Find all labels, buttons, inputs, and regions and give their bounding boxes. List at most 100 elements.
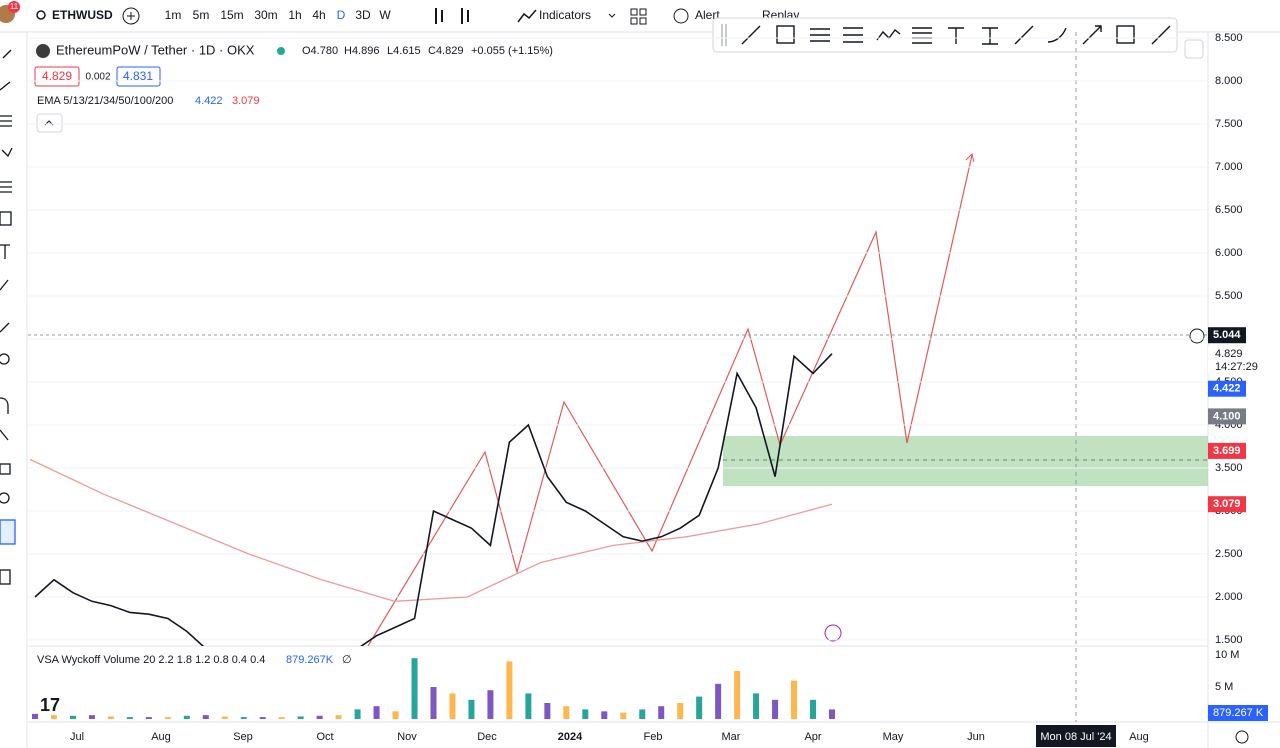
last-price: 4.829 <box>1215 348 1243 360</box>
settings-button[interactable] <box>1184 39 1204 59</box>
y-tick-label: 7.000 <box>1215 161 1243 173</box>
lines-tool[interactable] <box>912 27 932 44</box>
interval-button[interactable]: 5m <box>193 8 210 22</box>
volume-bar <box>145 717 152 719</box>
arrow-tool[interactable] <box>1082 25 1102 45</box>
indicators-icon <box>517 9 537 23</box>
tool[interactable] <box>0 569 11 585</box>
ema-slow-value: 3.079 <box>232 95 260 107</box>
event-marker[interactable] <box>824 624 842 642</box>
chart-type-icon[interactable] <box>435 8 469 24</box>
volume-bar <box>335 715 342 719</box>
tool[interactable] <box>0 211 12 226</box>
volume-pane <box>32 658 835 719</box>
trend-line-tool[interactable] <box>741 25 761 45</box>
ohlc-low: L4.615 <box>387 45 421 57</box>
ray-tool[interactable] <box>1014 25 1034 45</box>
tool[interactable] <box>0 244 10 259</box>
text-tool[interactable] <box>948 27 964 44</box>
volume-bar <box>202 715 209 719</box>
tool[interactable] <box>0 279 9 291</box>
price-line <box>34 353 833 646</box>
volume-tag-box <box>1208 705 1268 721</box>
drag-handle[interactable] <box>721 24 727 46</box>
measure-tool[interactable] <box>982 27 998 45</box>
add-symbol[interactable] <box>122 7 140 25</box>
volume-bar <box>50 715 57 719</box>
layout-icon <box>639 8 647 16</box>
tool[interactable] <box>0 429 9 441</box>
tool[interactable] <box>0 463 11 475</box>
tool[interactable] <box>0 492 10 504</box>
volume-bar <box>164 717 171 719</box>
tool[interactable] <box>0 181 12 193</box>
volume-bar <box>696 696 703 719</box>
volume-tag: 879.267 K <box>1213 707 1264 719</box>
symbol[interactable]: ETHWUSD <box>52 8 113 22</box>
tool[interactable] <box>0 115 12 127</box>
volume-bar <box>753 693 760 719</box>
crosshair-time-box <box>1036 725 1116 747</box>
y-tick-label: 2.500 <box>1215 548 1243 560</box>
volume-bar <box>411 658 418 719</box>
volume-bar <box>316 715 323 719</box>
interval-button[interactable]: 30m <box>254 8 277 22</box>
tool[interactable] <box>2 49 12 59</box>
interval-button[interactable]: 3D <box>355 8 371 22</box>
rectangle-tool[interactable] <box>776 25 795 44</box>
tool[interactable] <box>0 322 10 333</box>
volume-extra: ∅ <box>342 654 352 666</box>
collapse-button[interactable] <box>36 113 63 133</box>
volume-bar <box>525 693 532 719</box>
alert-icon[interactable] <box>673 8 689 24</box>
y-tick-label: 7.500 <box>1215 118 1243 130</box>
interval-button[interactable]: W <box>379 8 391 22</box>
settings-icon[interactable] <box>1235 730 1249 744</box>
price-tag: 4.422 <box>1213 383 1241 395</box>
x-tick-label: Apr <box>804 731 821 743</box>
ema-fast-value: 4.422 <box>195 95 223 107</box>
volume-bar <box>32 713 38 719</box>
tool[interactable] <box>0 397 9 414</box>
interval-button[interactable]: 4h <box>312 8 325 22</box>
volume-bar <box>373 706 380 719</box>
grid-tool[interactable] <box>1116 25 1135 44</box>
y-tick-label: 8.000 <box>1215 75 1243 87</box>
tool[interactable] <box>1 147 13 158</box>
volume-bar <box>468 699 475 719</box>
fib-tool[interactable] <box>843 27 863 43</box>
bid-price: 4.829 <box>42 69 72 83</box>
x-tick-label: Jun <box>967 731 985 743</box>
volume-value: 879.267K <box>286 654 334 666</box>
curve-tool[interactable] <box>1047 27 1067 43</box>
ohlc-open: O4.780 <box>302 45 338 57</box>
interval-button[interactable]: 15m <box>220 8 243 22</box>
price-tag-box <box>1208 442 1246 459</box>
interval-button[interactable]: 1m <box>165 8 182 22</box>
volume-bar <box>278 717 285 719</box>
interval-button[interactable]: 1h <box>288 8 301 22</box>
parallel-tool[interactable] <box>810 28 830 42</box>
volume-bar <box>297 716 304 719</box>
ask-price: 4.831 <box>123 69 153 83</box>
crosshair-plus[interactable] <box>1189 328 1205 344</box>
coin-logo <box>36 44 50 58</box>
y-tick-label: 2.000 <box>1215 591 1243 603</box>
search-icon[interactable] <box>36 10 46 20</box>
last-price-box <box>1208 346 1260 374</box>
symbol-title: EthereumPoW / Tether · 1D · OKX <box>56 42 255 57</box>
path-tool[interactable] <box>1151 25 1171 45</box>
left-toolbar <box>0 49 16 585</box>
interval-button[interactable]: D <box>337 8 346 22</box>
chevron[interactable] <box>608 13 616 18</box>
tool-active[interactable] <box>0 519 16 545</box>
add-icon <box>127 12 135 20</box>
tool[interactable] <box>0 353 10 365</box>
price-tag: 3.699 <box>1213 445 1241 457</box>
indicators-button[interactable]: Indicators <box>539 8 591 22</box>
layout-icon[interactable] <box>630 8 638 16</box>
volume-bar <box>677 703 684 719</box>
layout-icon <box>630 17 638 25</box>
ema-200 <box>29 458 833 602</box>
tool[interactable] <box>0 81 11 91</box>
